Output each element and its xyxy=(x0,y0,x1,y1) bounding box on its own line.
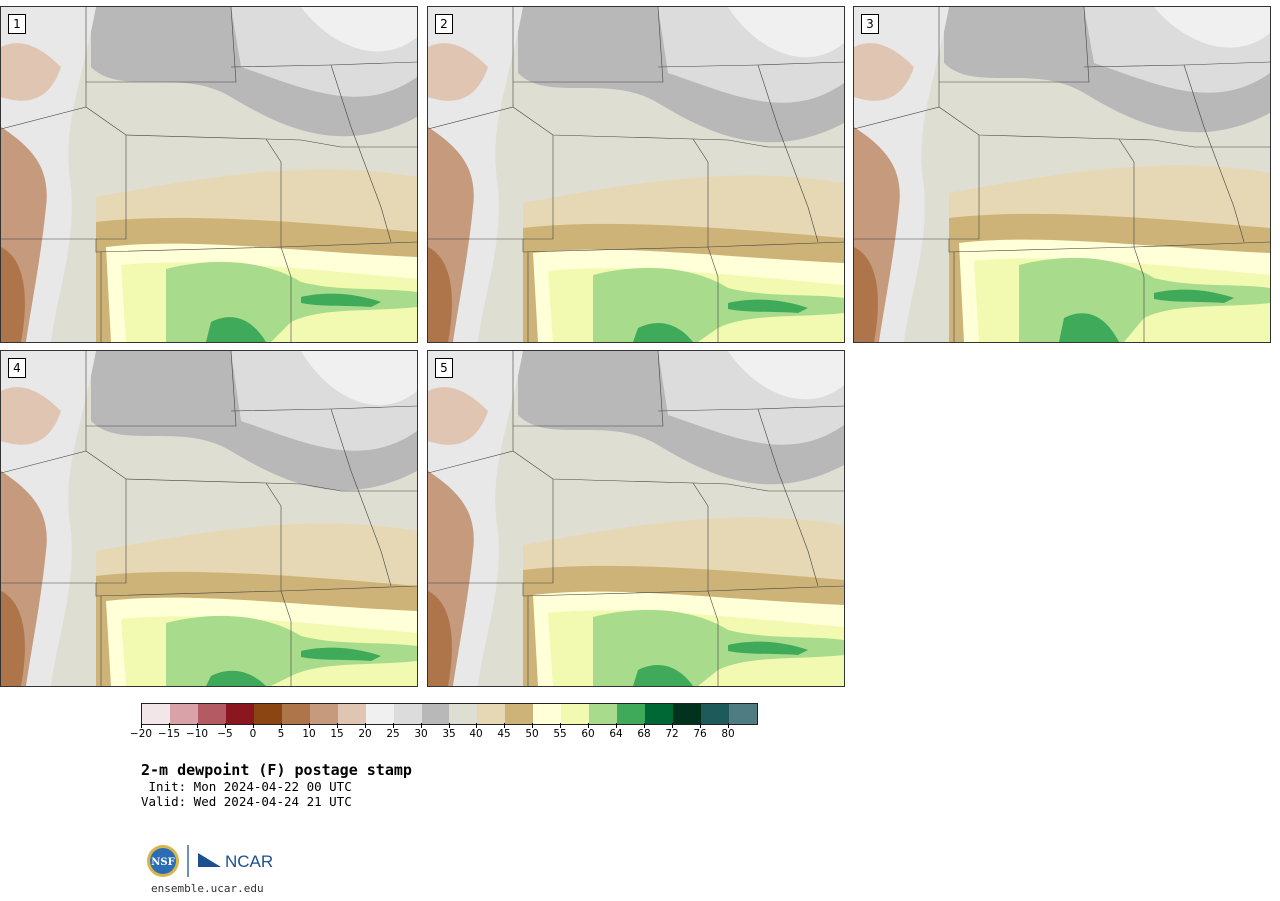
colorbar-segment xyxy=(561,704,590,724)
colorbar-tick-label: 76 xyxy=(693,728,707,740)
dewpoint-colorbar xyxy=(141,703,758,725)
nsf-ncar-logo: NSF NCAR xyxy=(147,845,273,877)
colorbar-segment xyxy=(533,704,562,724)
colorbar-segment xyxy=(701,704,730,724)
colorbar-tick xyxy=(225,723,226,728)
colorbar-tick-label: 50 xyxy=(525,728,539,740)
colorbar-segment xyxy=(337,704,366,724)
colorbar-segment xyxy=(645,704,674,724)
colorbar-tick-label: 0 xyxy=(249,728,257,740)
colorbar-tick-label: 68 xyxy=(637,728,651,740)
colorbar-tick xyxy=(281,723,282,728)
colorbar-tick-labels: −20 −15 −10 −5 0 5 10 15 20 25 30 35 40 45 50 55 60 64 68 7… xyxy=(130,723,756,743)
colorbar-tick xyxy=(700,723,701,728)
colorbar-tick xyxy=(504,723,505,728)
colorbar-tick-label: 60 xyxy=(581,728,595,740)
colorbar-tick-label: 80 xyxy=(721,728,735,740)
colorbar-tick xyxy=(309,723,310,728)
colorbar-segment xyxy=(421,704,450,724)
colorbar-tick xyxy=(421,723,422,728)
colorbar-tick-label: 30 xyxy=(414,728,428,740)
colorbar-tick xyxy=(560,723,561,728)
colorbar-tick xyxy=(616,723,617,728)
colorbar-tick-label: −5 xyxy=(217,728,233,740)
colorbar-tick-label: −10 xyxy=(185,728,209,740)
colorbar-tick-label: 55 xyxy=(553,728,567,740)
colorbar-tick-label: 15 xyxy=(330,728,344,740)
colorbar-tick-label: −15 xyxy=(157,728,181,740)
colorbar-tick-label: 40 xyxy=(469,728,483,740)
colorbar-segment xyxy=(589,704,618,724)
dewpoint-map xyxy=(1,7,417,342)
colorbar-segment xyxy=(281,704,310,724)
dewpoint-map xyxy=(854,7,1270,342)
member-label: 5 xyxy=(435,358,453,378)
colorbar-tick-label: −20 xyxy=(129,728,153,740)
ensemble-member-panel-3: 3 xyxy=(853,6,1271,343)
colorbar-tick xyxy=(169,723,170,728)
colorbar-segment xyxy=(729,704,757,724)
colorbar-tick xyxy=(476,723,477,728)
colorbar-tick-label: 64 xyxy=(609,728,623,740)
colorbar-tick xyxy=(141,723,142,728)
ensemble-member-panel-1: 1 xyxy=(0,6,418,343)
colorbar-segment xyxy=(253,704,282,724)
colorbar-segment xyxy=(225,704,254,724)
colorbar-segment xyxy=(617,704,646,724)
dewpoint-map xyxy=(1,351,417,686)
dewpoint-map xyxy=(428,351,844,686)
colorbar-tick xyxy=(728,723,729,728)
site-url: ensemble.ucar.edu xyxy=(151,882,264,895)
colorbar-tick xyxy=(449,723,450,728)
colorbar-segment xyxy=(197,704,226,724)
colorbar-tick-label: 72 xyxy=(665,728,679,740)
valid-time: Valid: Wed 2024-04-24 21 UTC xyxy=(141,794,352,809)
colorbar-segment xyxy=(477,704,506,724)
colorbar-tick xyxy=(644,723,645,728)
colorbar-segment xyxy=(309,704,338,724)
colorbar-tick xyxy=(197,723,198,728)
colorbar-tick xyxy=(253,723,254,728)
colorbar-tick xyxy=(672,723,673,728)
colorbar-tick xyxy=(588,723,589,728)
member-label: 4 xyxy=(8,358,26,378)
colorbar-segment xyxy=(393,704,422,724)
member-label: 2 xyxy=(435,14,453,34)
colorbar-tick xyxy=(532,723,533,728)
colorbar-tick-label: 25 xyxy=(386,728,400,740)
colorbar-tick xyxy=(393,723,394,728)
colorbar-segment xyxy=(505,704,534,724)
ensemble-member-panel-5: 5 xyxy=(427,350,845,687)
product-title: 2-m dewpoint (F) postage stamp xyxy=(141,761,412,779)
logo-nsf-text: NSF xyxy=(151,857,174,868)
logo-ncar-text: NCAR xyxy=(225,852,273,871)
colorbar-segment xyxy=(673,704,702,724)
colorbar-segment xyxy=(169,704,198,724)
colorbar-tick-label: 45 xyxy=(497,728,511,740)
colorbar-segment xyxy=(449,704,478,724)
ensemble-member-panel-2: 2 xyxy=(427,6,845,343)
colorbar-tick xyxy=(365,723,366,728)
colorbar-segment xyxy=(365,704,394,724)
colorbar-segment xyxy=(142,704,170,724)
colorbar-tick-label: 35 xyxy=(442,728,456,740)
colorbar-tick-label: 10 xyxy=(302,728,316,740)
init-time: Init: Mon 2024-04-22 00 UTC xyxy=(141,779,352,794)
dewpoint-map xyxy=(428,7,844,342)
colorbar-tick-label: 20 xyxy=(358,728,372,740)
member-label: 3 xyxy=(861,14,879,34)
colorbar-tick xyxy=(337,723,338,728)
ensemble-member-panel-4: 4 xyxy=(0,350,418,687)
colorbar-tick-label: 5 xyxy=(277,728,285,740)
member-label: 1 xyxy=(8,14,26,34)
